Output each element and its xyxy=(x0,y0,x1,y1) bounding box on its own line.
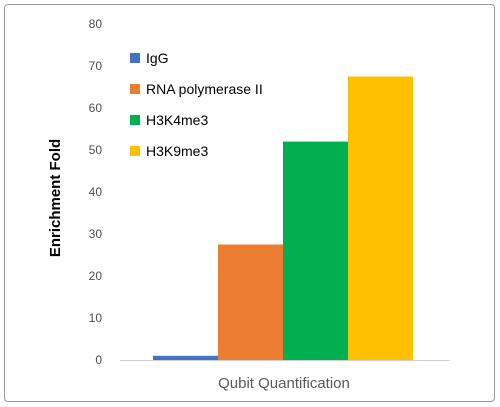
y-tick-label: 50 xyxy=(89,143,103,157)
y-tick-label: 10 xyxy=(89,311,103,325)
x-axis-label: Qubit Quantification xyxy=(218,375,350,392)
y-tick-label: 60 xyxy=(89,101,103,115)
y-tick-label: 40 xyxy=(89,185,103,199)
bars xyxy=(153,76,413,360)
legend-swatch xyxy=(130,84,140,94)
y-tick-label: 80 xyxy=(89,17,103,31)
bar-rna-polymerase-ii xyxy=(218,244,283,360)
bar-igg xyxy=(153,355,218,360)
y-tick-label: 70 xyxy=(89,59,103,73)
legend-label: RNA polymerase II xyxy=(146,81,263,97)
y-axis-ticks: 0 10 20 30 40 50 60 70 80 xyxy=(89,17,103,367)
legend-swatch xyxy=(130,53,140,63)
legend-swatch xyxy=(130,115,140,125)
bar-h3k9me3 xyxy=(348,76,413,360)
legend-label: H3K9me3 xyxy=(146,143,208,159)
legend-label: IgG xyxy=(146,50,169,66)
legend-swatch xyxy=(130,146,140,156)
y-axis-label: Enrichment Fold xyxy=(47,139,64,257)
y-tick-label: 30 xyxy=(89,227,103,241)
bar-h3k4me3 xyxy=(283,141,348,360)
legend: IgG RNA polymerase II H3K4me3 H3K9me3 xyxy=(130,50,263,159)
y-tick-label: 0 xyxy=(95,353,102,367)
legend-label: H3K4me3 xyxy=(146,112,208,128)
y-tick-label: 20 xyxy=(89,269,103,283)
